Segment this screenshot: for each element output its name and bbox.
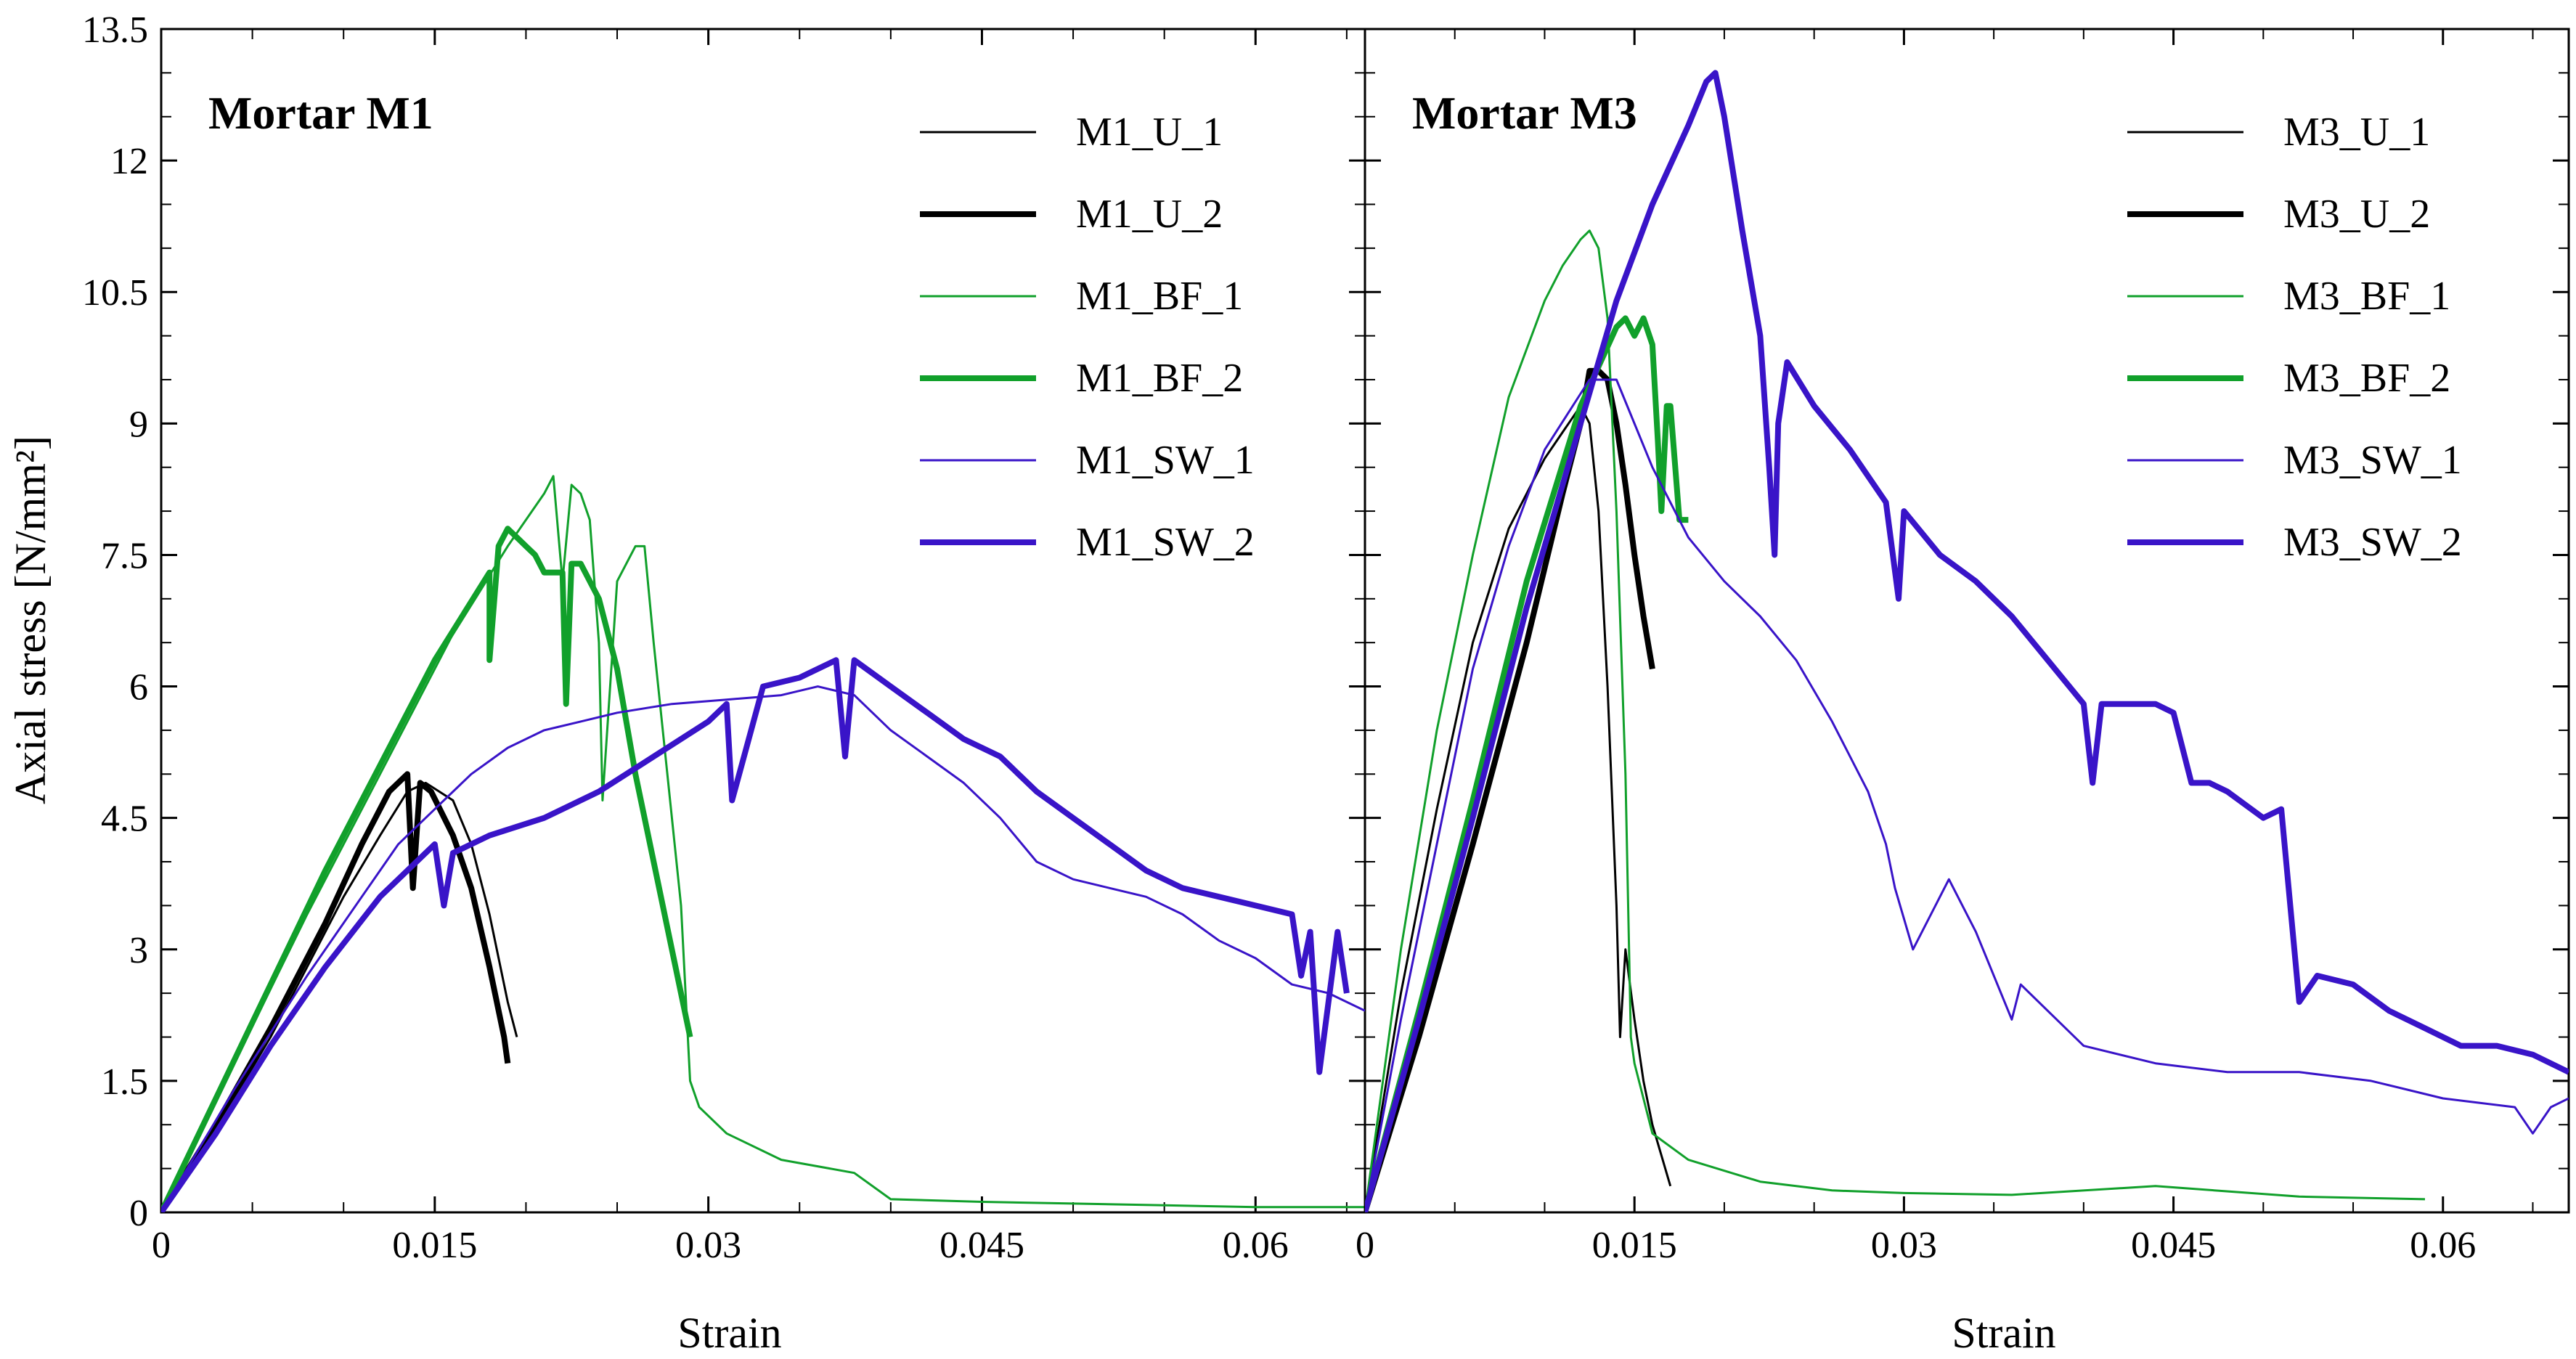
series-line-m3-sw-1 [1365, 378, 2569, 1212]
x-tick-label: 0.03 [1871, 1225, 1937, 1266]
series-line-m3-sw-2 [1365, 70, 2569, 1212]
legend-label: M1_U_1 [1076, 110, 1223, 155]
legend-label: M1_U_2 [1076, 192, 1223, 237]
x-tick-label: 0.045 [939, 1225, 1024, 1266]
series-line-m1-u-2 [161, 771, 511, 1212]
y-tick-label: 7.5 [101, 535, 148, 576]
legend-label: M3_U_1 [2283, 110, 2430, 155]
x-tick-label: 0.06 [2410, 1225, 2476, 1266]
x-tick-label: 0 [152, 1225, 171, 1266]
y-tick-label: 13.5 [82, 9, 148, 51]
x-axis-label-left: Strain [677, 1309, 781, 1357]
panel-title: Mortar M3 [1412, 87, 1637, 139]
legend-label: M3_SW_1 [2283, 438, 2462, 483]
y-tick-label: 9 [129, 404, 148, 445]
legend-label: M3_U_2 [2283, 192, 2430, 237]
x-tick-label: 0.045 [2131, 1225, 2216, 1266]
y-tick-label: 6 [129, 667, 148, 709]
panel-mortar-m1: 0 0.015 0.03 0.045 0.06 Mortar M1 M1_U_1 M1_U_2… [152, 29, 1365, 1266]
series-line-m1-u-1 [161, 781, 518, 1212]
x-tick-label: 0.06 [1223, 1225, 1289, 1266]
y-tick-label: 0 [129, 1193, 148, 1234]
x-tick-label: 0.015 [392, 1225, 477, 1266]
panel-title: Mortar M1 [208, 87, 433, 139]
y-tick-label: 4.5 [101, 799, 148, 840]
legend-label: M1_SW_1 [1076, 438, 1255, 483]
series-line-m3-u-1 [1365, 404, 1672, 1212]
series-group [1365, 70, 2569, 1212]
y-tick-label: 1.5 [101, 1061, 148, 1103]
series-line-m3-bf-2 [1365, 315, 1689, 1212]
y-tick-label: 3 [129, 930, 148, 971]
series-line-m1-bf-2 [161, 526, 693, 1212]
series-line-m1-sw-2 [161, 657, 1350, 1212]
legend-label: M3_BF_1 [2283, 274, 2450, 319]
x-axis-label-right: Strain [1952, 1309, 2055, 1357]
y-tick-label: 10.5 [82, 272, 148, 314]
series-group [161, 475, 1365, 1212]
legend-label: M3_BF_2 [2283, 356, 2450, 401]
legend-label: M1_BF_1 [1076, 274, 1243, 319]
legend-label: M1_BF_2 [1076, 356, 1243, 401]
y-tick-label: 12 [110, 141, 148, 182]
series-line-m3-bf-1 [1365, 229, 2426, 1212]
y-axis-label: Axial stress [N/mm²] [7, 436, 54, 804]
panel-mortar-m3: 0 0.015 0.03 0.045 0.06 Mortar M3 M3_U_1 M3_U_2… [1356, 29, 2569, 1266]
x-tick-label: 0 [1356, 1225, 1374, 1266]
plot-frames [160, 28, 2570, 1214]
legend-label: M1_SW_2 [1076, 520, 1255, 565]
x-tick-label: 0.03 [675, 1225, 741, 1266]
legend-label: M3_SW_2 [2283, 520, 2462, 565]
y-axis-ticks: 0 1.5 3 4.5 6 7.5 9 10.5 12 13.5 [82, 9, 2569, 1234]
series-line-m3-u-2 [1365, 367, 1655, 1212]
x-tick-label: 0.015 [1592, 1225, 1677, 1266]
